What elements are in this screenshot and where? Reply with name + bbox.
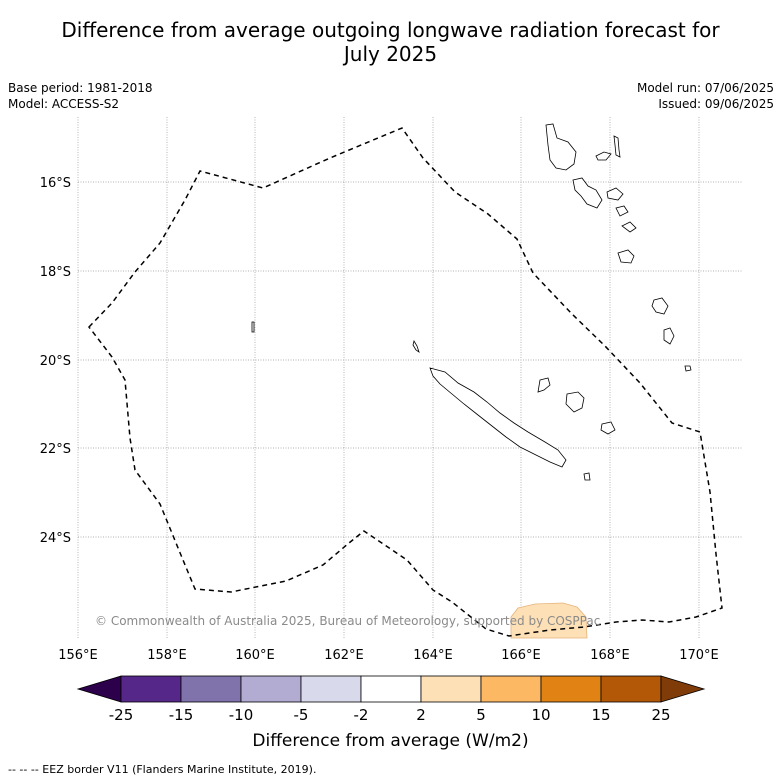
lat-tick-labels: 16°S 18°S 20°S 22°S 24°S	[40, 176, 71, 546]
island-mare	[600, 421, 616, 435]
lon-tick-label: 158°E	[147, 648, 187, 663]
colorbar-bin	[360, 675, 422, 703]
island-pentecost	[606, 187, 624, 201]
island-efate	[621, 221, 637, 233]
colorbar-label: -15	[168, 706, 194, 724]
lat-tick-label: 16°S	[40, 176, 71, 191]
model-run-text: Model run: 07/06/2025	[636, 81, 774, 95]
island-espiritu-santo	[545, 123, 577, 171]
lon-tick-label: 160°E	[235, 648, 275, 663]
chart-title: Difference from average outgoing longwav…	[0, 18, 781, 66]
model-text: Model: ACCESS-S2	[8, 97, 120, 111]
colorbar-bin	[240, 675, 302, 703]
colorbar-label: 2	[416, 706, 426, 724]
colorbar-bin	[420, 675, 482, 703]
island-chesterfield	[251, 321, 255, 333]
colorbar-label: -2	[353, 706, 369, 724]
colorbar-label: 15	[591, 706, 611, 724]
colorbar-label: -25	[108, 706, 134, 724]
title-line-2: July 2025	[343, 42, 438, 66]
island-matthew	[663, 327, 675, 345]
lon-tick-label: 168°E	[590, 648, 630, 663]
colorbar-bin	[180, 675, 242, 703]
colorbar-extend-high	[660, 675, 706, 703]
title-line-1: Difference from average outgoing longwav…	[61, 18, 720, 42]
lat-tick-label: 24°S	[40, 531, 71, 546]
lon-tick-label: 170°E	[679, 648, 719, 663]
lon-tick-label: 156°E	[58, 648, 98, 663]
copyright-text: © Commonwealth of Australia 2025, Bureau…	[95, 614, 601, 628]
colorbar-label: 10	[531, 706, 551, 724]
lon-tick-label: 166°E	[501, 648, 541, 663]
island-pines	[583, 472, 591, 481]
island-malakula	[572, 177, 603, 209]
island-epi	[615, 205, 629, 217]
colorbar-label: 5	[476, 706, 486, 724]
colorbar	[76, 675, 706, 703]
island-ouvea	[537, 377, 551, 393]
map-grid	[77, 117, 743, 638]
meta-right: Model run: 07/06/2025 Issued: 09/06/2025	[637, 80, 774, 112]
colorbar-bin	[120, 675, 182, 703]
lat-tick-label: 18°S	[40, 265, 71, 280]
colorbar-label: -10	[228, 706, 254, 724]
anomaly-region	[510, 602, 588, 639]
island-new-caledonia	[429, 367, 567, 468]
island-lifou	[565, 391, 585, 413]
lon-tick-label: 164°E	[413, 648, 453, 663]
issued-text: Issued: 09/06/2025	[658, 97, 774, 111]
colorbar-label: 25	[651, 706, 671, 724]
colorbar-title: Difference from average (W/m2)	[252, 731, 529, 751]
lon-tick-labels: 156°E 158°E 160°E 162°E 164°E 166°E 168°…	[58, 648, 719, 663]
island-belep	[412, 339, 420, 353]
islands	[251, 123, 692, 481]
colorbar-extend-low	[76, 675, 122, 703]
island-ambae	[595, 151, 612, 161]
eez-border	[88, 127, 723, 637]
colorbar-bin	[300, 675, 362, 703]
lat-tick-label: 20°S	[40, 354, 71, 369]
island-hunter	[651, 297, 669, 315]
lat-tick-label: 22°S	[40, 442, 71, 457]
colorbar-bin	[540, 675, 602, 703]
island-maewo	[613, 135, 621, 158]
colorbar-bin	[600, 675, 662, 703]
colorbar-label: -5	[293, 706, 309, 724]
island-erromango	[617, 249, 635, 264]
island-walpole	[684, 365, 692, 372]
footnote: -- -- -- EEZ border V11 (Flanders Marine…	[8, 763, 317, 776]
lon-tick-label: 162°E	[324, 648, 364, 663]
colorbar-bin	[480, 675, 542, 703]
base-period-text: Base period: 1981-2018	[8, 81, 153, 95]
meta-left: Base period: 1981-2018 Model: ACCESS-S2	[8, 80, 153, 112]
